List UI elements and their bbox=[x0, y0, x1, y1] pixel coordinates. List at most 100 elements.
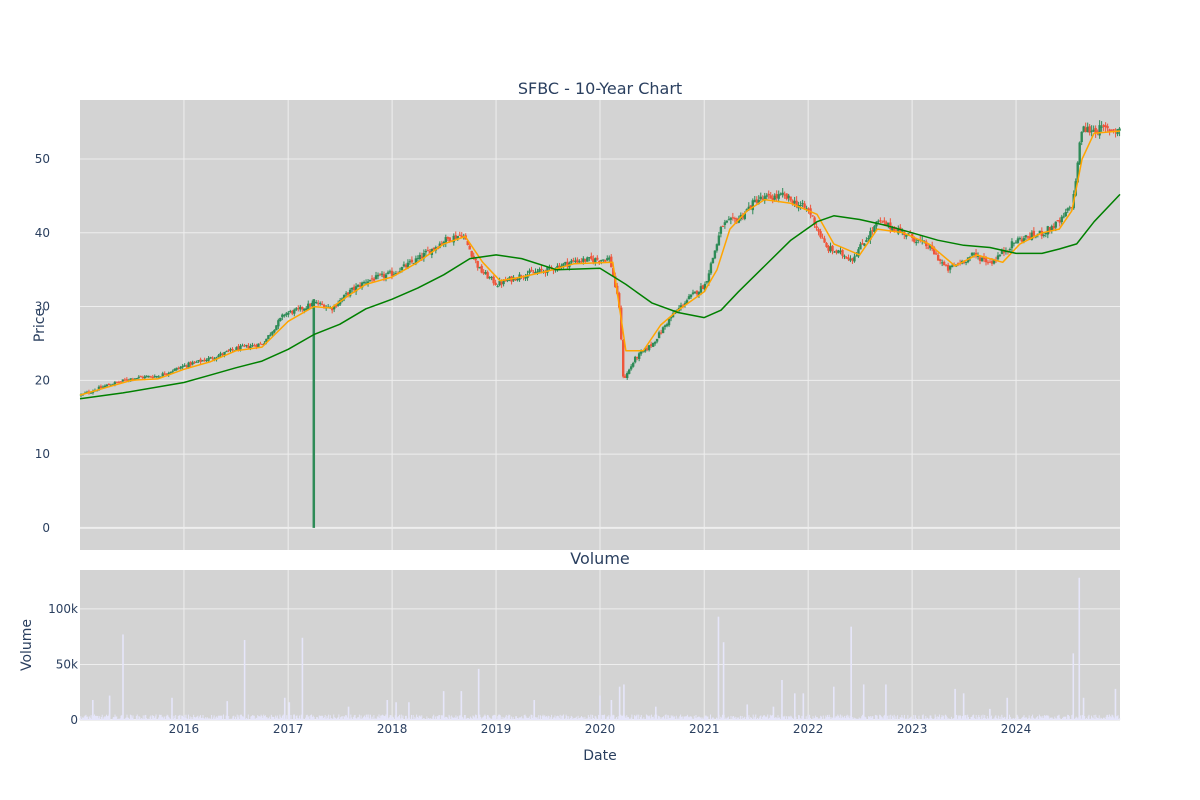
candle-body bbox=[795, 200, 798, 207]
candle-body bbox=[913, 237, 916, 242]
candle-body bbox=[311, 302, 314, 307]
candle-body bbox=[191, 362, 194, 365]
candle-body bbox=[833, 251, 836, 253]
candle-body bbox=[596, 257, 599, 260]
candle-body bbox=[362, 281, 366, 283]
price-y-tick-label: 50 bbox=[35, 152, 50, 166]
candle-body bbox=[1052, 226, 1055, 229]
candle-body bbox=[492, 276, 495, 284]
candle-body bbox=[1050, 226, 1053, 231]
candle-body bbox=[1012, 242, 1016, 244]
candle-body bbox=[1048, 227, 1052, 231]
candle-body bbox=[334, 304, 338, 307]
candle-body bbox=[811, 215, 814, 217]
candle-body bbox=[715, 244, 719, 251]
candle-body bbox=[827, 246, 830, 251]
candle-body bbox=[424, 251, 428, 253]
candle-body bbox=[1030, 232, 1034, 240]
candle-body bbox=[149, 376, 152, 378]
candle-body bbox=[406, 262, 410, 269]
candle-body bbox=[1108, 129, 1111, 132]
x-tick-label: 2017 bbox=[273, 722, 304, 736]
candle-body bbox=[356, 284, 360, 287]
candle-body bbox=[420, 256, 424, 259]
candle-body bbox=[950, 265, 954, 268]
candle-body bbox=[484, 272, 487, 274]
candle-body bbox=[927, 247, 930, 249]
candle-body bbox=[940, 262, 944, 264]
candle-body bbox=[727, 219, 731, 221]
candle-body bbox=[631, 362, 635, 367]
candle-body bbox=[612, 268, 615, 277]
candle-body bbox=[301, 306, 304, 310]
candle-body bbox=[881, 221, 884, 223]
candle-body bbox=[125, 379, 129, 381]
candle-body bbox=[1034, 236, 1038, 238]
candle-body bbox=[107, 383, 111, 386]
candle-body bbox=[384, 274, 388, 279]
candle-body bbox=[255, 344, 258, 347]
candle-body bbox=[241, 345, 244, 347]
candle-body bbox=[394, 273, 398, 275]
candle-body bbox=[1046, 226, 1050, 235]
candle-body bbox=[181, 366, 184, 368]
candle-body bbox=[622, 339, 625, 377]
candle-body bbox=[470, 250, 473, 257]
candle-body bbox=[689, 294, 693, 298]
candle-body bbox=[350, 287, 354, 290]
candle-body bbox=[773, 195, 776, 200]
candle-body bbox=[785, 193, 788, 200]
candle-body bbox=[207, 358, 210, 361]
candle-body bbox=[618, 293, 621, 308]
candle-body bbox=[330, 307, 334, 311]
candle-body bbox=[837, 250, 840, 254]
candle-body bbox=[725, 220, 729, 223]
candle-body bbox=[606, 258, 609, 261]
candle-body bbox=[1044, 232, 1048, 234]
candle-body bbox=[823, 238, 826, 243]
volume-y-ticks: 0 50k 100k bbox=[48, 602, 78, 727]
candle-body bbox=[332, 305, 336, 310]
candle-body bbox=[237, 346, 240, 350]
candle-body bbox=[825, 243, 828, 247]
candle-body bbox=[817, 229, 820, 232]
price-chart-title: SFBC - 10-Year Chart bbox=[518, 79, 682, 98]
candle-body bbox=[155, 376, 158, 378]
candle-body bbox=[506, 279, 509, 281]
candle-body bbox=[653, 342, 657, 344]
candle-body bbox=[574, 261, 577, 263]
candle-body bbox=[655, 338, 659, 342]
candle-body bbox=[1104, 125, 1107, 128]
candle-body bbox=[643, 347, 647, 352]
candle-body bbox=[1082, 126, 1085, 132]
price-y-tick-label: 30 bbox=[35, 300, 50, 314]
volume-bars bbox=[79, 577, 1121, 720]
volume-y-tick-label: 0 bbox=[70, 713, 78, 727]
candle-body bbox=[283, 314, 286, 316]
candle-body bbox=[841, 249, 844, 256]
candle-body bbox=[719, 226, 723, 234]
candle-body bbox=[388, 271, 392, 273]
candle-body bbox=[1100, 126, 1103, 128]
candle-body bbox=[883, 220, 886, 222]
candle-body bbox=[865, 240, 868, 242]
candle-body bbox=[831, 245, 834, 252]
candle-body bbox=[305, 308, 308, 310]
candle-body bbox=[835, 250, 838, 253]
candle-body bbox=[974, 252, 978, 256]
candle-body bbox=[319, 302, 322, 304]
price-y-tick-label: 20 bbox=[35, 373, 50, 387]
candle-body bbox=[342, 294, 346, 300]
candle-body bbox=[307, 303, 310, 310]
candle-body bbox=[839, 250, 842, 252]
candle-body bbox=[279, 317, 282, 322]
candle-body bbox=[1056, 220, 1059, 222]
candle-body bbox=[532, 272, 535, 274]
candle-body bbox=[105, 384, 109, 387]
candle-body bbox=[659, 332, 663, 334]
candle-body bbox=[735, 218, 739, 222]
candle-body bbox=[502, 279, 505, 285]
candle-body bbox=[438, 243, 442, 248]
candle-body bbox=[386, 272, 390, 274]
candle-body bbox=[703, 283, 707, 291]
